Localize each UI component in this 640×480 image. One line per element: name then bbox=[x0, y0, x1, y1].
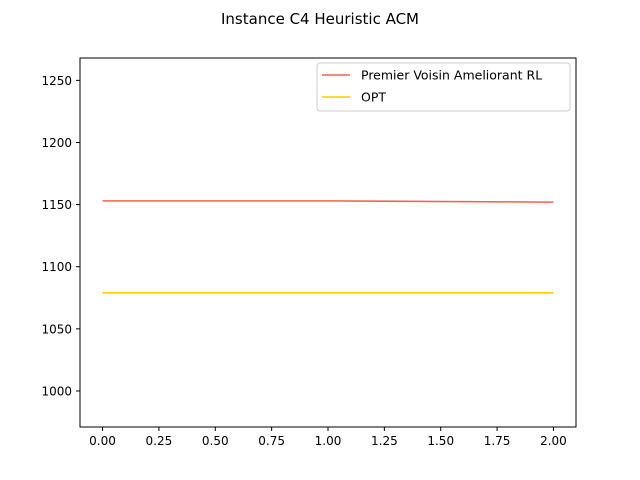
y-tick-label: 1250 bbox=[41, 74, 72, 88]
x-tick-label: 1.25 bbox=[371, 434, 398, 448]
x-tick-label: 1.00 bbox=[315, 434, 342, 448]
legend-label: OPT bbox=[361, 90, 386, 105]
x-tick-label: 1.75 bbox=[484, 434, 511, 448]
y-tick-label: 1200 bbox=[41, 136, 72, 150]
y-axis: 1000 1050 1100 1150 1200 1250 bbox=[41, 74, 80, 398]
x-tick-label: 0.50 bbox=[202, 434, 229, 448]
x-tick-label: 1.50 bbox=[427, 434, 454, 448]
y-tick-label: 1150 bbox=[41, 198, 72, 212]
x-tick-label: 0.25 bbox=[146, 434, 173, 448]
y-tick-label: 1100 bbox=[41, 260, 72, 274]
legend-box bbox=[316, 62, 571, 112]
x-tick-label: 0.75 bbox=[258, 434, 285, 448]
series-lines bbox=[102, 200, 554, 294]
legend: Premier Voisin Ameliorant RL OPT bbox=[316, 62, 571, 112]
x-tick-label: 0.00 bbox=[89, 434, 116, 448]
plot-area bbox=[79, 57, 577, 428]
y-tick-label: 1000 bbox=[41, 384, 72, 398]
chart-title: Instance C4 Heuristic ACM bbox=[221, 10, 419, 28]
x-axis: 0.00 0.25 0.50 0.75 1.00 1.25 1.50 1.75 2.00 bbox=[89, 427, 567, 448]
series-line-premier-voisin bbox=[102, 200, 554, 203]
y-tick-label: 1050 bbox=[41, 322, 72, 336]
legend-label: Premier Voisin Ameliorant RL bbox=[361, 68, 542, 83]
x-tick-label: 2.00 bbox=[540, 434, 567, 448]
